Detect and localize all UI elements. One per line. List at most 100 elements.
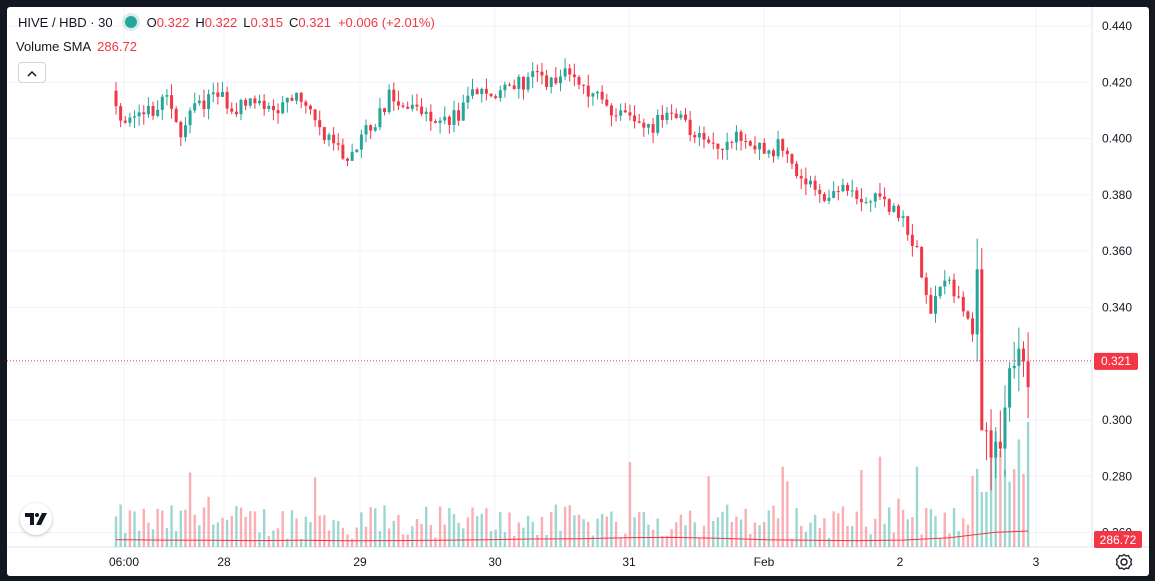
candle-body xyxy=(193,103,197,111)
candle-body xyxy=(545,75,549,88)
gear-icon[interactable] xyxy=(1114,552,1134,572)
candle-body xyxy=(318,120,322,128)
candle-body xyxy=(929,295,933,314)
volume-bar xyxy=(587,521,590,547)
candle-body xyxy=(586,85,590,97)
candle-body xyxy=(262,100,266,109)
candle-body xyxy=(346,158,349,161)
volume-bar xyxy=(749,534,752,547)
collapse-legend-button[interactable] xyxy=(18,62,46,83)
candle-body xyxy=(128,117,132,123)
change-value: +0.006 (+2.01%) xyxy=(337,15,435,30)
candle-body xyxy=(656,114,660,133)
candle-body xyxy=(526,76,530,90)
x-tick-label: 2 xyxy=(897,555,904,569)
volume-bar xyxy=(457,522,460,547)
volume-bar xyxy=(888,507,891,547)
volume-sma-value: 286.72 xyxy=(97,39,137,54)
volume-bar xyxy=(276,528,280,547)
volume-bar xyxy=(221,517,224,547)
candlestick-chart[interactable]: 0.4400.4200.4000.3800.3600.3400.3200.300… xyxy=(7,7,1149,576)
candle-body xyxy=(642,122,646,128)
volume-bar xyxy=(776,518,780,547)
candle-body xyxy=(503,84,507,91)
candle-body xyxy=(540,71,544,76)
volume-bar xyxy=(161,510,164,547)
volume-bar xyxy=(355,527,358,547)
candle-body xyxy=(859,198,863,203)
volume-bar xyxy=(837,513,840,547)
y-tick-label: 0.420 xyxy=(1102,75,1132,89)
volume-bar xyxy=(522,527,525,547)
volume-bar xyxy=(920,534,923,547)
candle-body xyxy=(420,106,424,114)
tradingview-logo-icon[interactable] xyxy=(20,503,52,535)
volume-bar xyxy=(1008,481,1011,547)
volume-bar xyxy=(628,461,632,547)
volume-bar xyxy=(392,520,395,547)
volume-bar xyxy=(911,517,914,547)
volume-bar xyxy=(656,518,659,547)
volume-bar xyxy=(642,512,646,547)
candle-body xyxy=(850,190,854,192)
volume-bar xyxy=(378,531,382,547)
x-tick-label: 06:00 xyxy=(109,555,139,569)
low-value: 0.315 xyxy=(250,15,284,30)
high-value: 0.322 xyxy=(204,15,238,30)
candle-body xyxy=(901,216,905,218)
symbol-title[interactable]: HIVE / HBD · 30 xyxy=(18,15,113,30)
candle-body xyxy=(892,205,896,212)
candle-body xyxy=(512,85,516,89)
open-value: 0.322 xyxy=(156,15,190,30)
candle-body xyxy=(170,95,174,109)
volume-bar xyxy=(721,511,724,547)
volume-bar xyxy=(512,536,516,547)
candle-body xyxy=(197,100,201,104)
candle-body xyxy=(401,105,405,107)
volume-bar xyxy=(235,505,238,547)
candle-body xyxy=(910,234,914,246)
volume-sma-badge xyxy=(1094,531,1142,548)
volume-bar xyxy=(698,538,701,547)
candle-body xyxy=(799,176,803,179)
volume-bar xyxy=(471,507,474,547)
candle-body xyxy=(336,143,340,145)
candle-body xyxy=(961,296,965,312)
candle-body xyxy=(785,150,789,155)
candle-body xyxy=(327,134,331,141)
x-tick-label: 29 xyxy=(353,555,367,569)
candle-body xyxy=(989,430,993,458)
candle-body xyxy=(480,88,484,95)
candle-body xyxy=(253,98,257,104)
volume-bar xyxy=(610,511,613,547)
candle-body xyxy=(369,125,373,131)
candle-body xyxy=(531,71,535,77)
volume-bar xyxy=(795,507,798,547)
candle-body xyxy=(730,141,734,143)
candle-body xyxy=(1003,407,1007,449)
candle-body xyxy=(378,108,382,128)
volume-bar xyxy=(466,517,470,547)
volume-bar xyxy=(744,508,747,547)
low-label: L xyxy=(243,15,251,30)
candle-body xyxy=(998,441,1002,449)
volume-bar xyxy=(633,517,636,547)
volume-bar xyxy=(846,525,849,547)
volume-bar xyxy=(304,516,308,547)
volume-bar xyxy=(725,504,729,547)
volume-bar xyxy=(286,538,289,547)
candle-body xyxy=(142,112,146,115)
volume-bar xyxy=(327,530,331,547)
volume-bar xyxy=(397,514,400,547)
volume-bar xyxy=(999,450,1002,547)
candle-body xyxy=(1012,365,1016,369)
volume-bar xyxy=(480,513,483,547)
volume-bar xyxy=(772,505,775,547)
candle-body xyxy=(818,189,822,195)
candle-body xyxy=(906,216,910,235)
volume-bar xyxy=(295,518,298,547)
volume-bar xyxy=(874,518,877,547)
candle-body xyxy=(535,71,539,73)
volume-bar xyxy=(360,512,363,547)
volume-bar xyxy=(489,531,493,547)
